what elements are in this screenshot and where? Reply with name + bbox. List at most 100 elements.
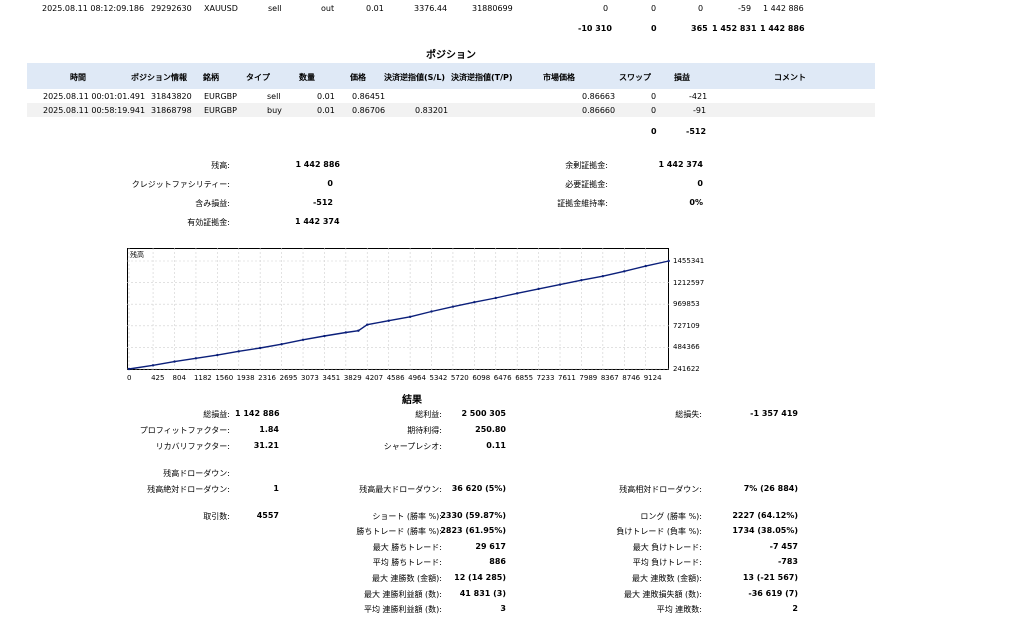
x-tick-label: 4964 (408, 374, 426, 382)
loss-trades-value: 1734 (38.05%) (732, 526, 798, 535)
balance-label: 残高: (211, 161, 230, 170)
x-tick-label: 6098 (472, 374, 491, 382)
trades-value: 4557 (256, 511, 279, 520)
x-tick-label: 2695 (279, 374, 298, 382)
positions-total-swap: 0 (651, 127, 657, 136)
credit-label: クレジットファシリティー: (131, 180, 230, 189)
deal-profit: -59 (738, 4, 752, 13)
balance-point (473, 301, 476, 304)
expected-payoff-label: 期待利得: (407, 426, 442, 435)
win-trades-label: 勝ちトレード (勝率 %): (356, 527, 442, 536)
x-tick-label: 2316 (258, 374, 276, 382)
total-fee: 0 (651, 24, 657, 33)
deal-type: sell (268, 4, 282, 13)
x-tick-label: 3073 (301, 374, 319, 382)
positions-title: ポジション (426, 50, 476, 61)
balance-point (387, 319, 390, 322)
balance-point (623, 270, 626, 273)
loss-trades-label: 負けトレード (負率 %): (616, 527, 702, 536)
total-profit: 1 452 831 (712, 24, 757, 33)
x-tick-label: 7233 (536, 374, 555, 382)
short-label: ショート (勝率 %): (372, 512, 442, 521)
free-margin-label: 余剰証拠金: (565, 161, 608, 170)
x-tick-label: 3451 (322, 374, 341, 382)
free-margin-value: 1 442 374 (658, 160, 703, 169)
y-tick-label: 1455341 (673, 257, 705, 265)
floating-value: -512 (312, 198, 333, 207)
floating-label: 含み損益: (195, 199, 230, 208)
header-sl: 決済逆指値(S/L) (384, 73, 446, 82)
header-comment: コメント (774, 73, 806, 82)
deal-swap: 0 (698, 4, 704, 13)
drawdown-label: 残高ドローダウン: (163, 469, 230, 478)
balance-point (301, 338, 305, 341)
max-consec-losses-value: 13 (-21 567) (742, 573, 798, 582)
balance-point (194, 357, 198, 360)
margin-level-label: 証拠金維持率: (557, 199, 608, 208)
avg-loss-value: -783 (777, 557, 798, 566)
rel-drawdown-value: 7% (26 884) (743, 484, 798, 493)
x-tick-label: 6476 (493, 374, 512, 382)
max-consec-profit-label: 最大 連勝利益額 (数): (363, 590, 442, 599)
long-label: ロング (勝率 %): (640, 512, 702, 521)
deal-commission: 0 (603, 4, 609, 13)
row-swap: 0 (651, 106, 657, 115)
y-tick-label: 241622 (673, 365, 700, 373)
header-symbol: 銘柄 (203, 73, 219, 82)
balance-point (344, 331, 348, 334)
balance-point (516, 292, 519, 295)
balance-point (644, 264, 647, 268)
x-tick-label: 425 (151, 374, 165, 382)
chart-title: 残高 (130, 251, 144, 259)
total-commission: -10 310 (578, 24, 612, 33)
avg-win-label: 平均 勝ちトレード: (372, 558, 442, 567)
max-consec-wins-label: 最大 連勝数 (金額): (371, 574, 442, 583)
row-price: 0.86706 (352, 106, 386, 115)
margin-value: 0 (697, 179, 703, 188)
deal-time: 2025.08.11 08:12:09.186 (42, 4, 145, 13)
deal-price: 3376.44 (414, 4, 448, 13)
gross-profit-value: 2 500 305 (461, 409, 506, 418)
header-price: 価格 (350, 73, 366, 82)
balance-point (667, 259, 670, 263)
sharpe-value: 0.11 (486, 441, 506, 450)
avg-consec-wins-label: 平均 連勝利益額 (数): (363, 605, 442, 614)
expected-payoff-value: 250.80 (475, 425, 506, 434)
deal-id: 31880699 (472, 4, 513, 13)
sharpe-label: シャープレシオ: (383, 442, 442, 451)
max-win-value: 29 617 (475, 542, 506, 551)
header-swap: スワップ (619, 73, 651, 82)
row-sl: 0.83201 (415, 106, 449, 115)
row-type: buy (267, 106, 282, 115)
balance-point (151, 364, 155, 367)
trades-label: 取引数: (203, 512, 230, 521)
x-tick-label: 6855 (515, 374, 534, 382)
row-position: 31868798 (151, 106, 192, 115)
balance-point (494, 296, 497, 300)
balance-chart-frame (127, 248, 669, 370)
max-loss-value: -7 457 (769, 542, 798, 551)
balance-point (323, 334, 326, 338)
avg-consec-wins-value: 3 (500, 604, 506, 613)
positions-header: 時間 ポジション情報 銘柄 タイプ 数量 価格 決済逆指値(S/L) 決済逆指値… (27, 63, 875, 89)
balance-point (127, 367, 131, 371)
abs-drawdown-label: 残高絶対ドローダウン: (147, 485, 230, 494)
row-market-price: 0.86660 (582, 106, 616, 115)
row-volume: 0.01 (317, 106, 335, 115)
balance-point (237, 350, 240, 353)
recovery-factor-value: 31.21 (253, 441, 279, 450)
gross-loss-value: -1 357 419 (750, 409, 798, 418)
long-value: 2227 (64.12%) (732, 511, 798, 520)
max-consec-loss-value: -36 619 (7) (748, 589, 798, 598)
row-profit: -421 (689, 92, 708, 101)
recovery-factor-label: リカバリファクター: (155, 442, 230, 451)
total-balance: 1 442 886 (760, 24, 805, 33)
balance-point (357, 329, 360, 332)
row-time: 2025.08.11 00:58:19.941 (43, 106, 146, 115)
row-profit: -91 (693, 106, 707, 115)
deal-fee: 0 (651, 4, 657, 13)
x-tick-label: 7611 (558, 374, 576, 382)
max-consec-wins-value: 12 (14 285) (454, 573, 506, 582)
x-tick-label: 1560 (215, 374, 234, 382)
margin-label: 必要証拠金: (565, 180, 608, 189)
